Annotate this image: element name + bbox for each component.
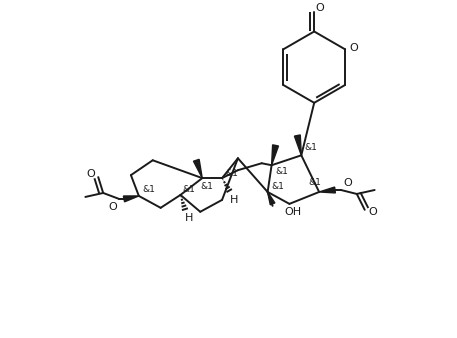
Text: H: H: [185, 213, 194, 223]
Text: &1: &1: [201, 182, 213, 191]
Text: O: O: [109, 202, 117, 212]
Text: O: O: [86, 169, 95, 179]
Text: &1: &1: [309, 177, 322, 187]
Text: O: O: [316, 3, 324, 13]
Text: &1: &1: [182, 186, 195, 194]
Text: &1: &1: [275, 167, 288, 176]
Text: O: O: [350, 43, 358, 53]
Text: OH: OH: [284, 207, 302, 217]
Polygon shape: [193, 159, 202, 178]
Polygon shape: [271, 145, 278, 165]
Text: O: O: [368, 207, 377, 217]
Polygon shape: [294, 135, 301, 155]
Text: &1: &1: [305, 143, 318, 152]
Text: &1: &1: [142, 186, 155, 194]
Polygon shape: [268, 192, 275, 205]
Polygon shape: [123, 196, 139, 202]
Polygon shape: [319, 187, 335, 193]
Text: H: H: [230, 195, 238, 205]
Text: O: O: [344, 178, 352, 188]
Text: &1: &1: [226, 169, 239, 178]
Text: &1: &1: [271, 182, 284, 191]
